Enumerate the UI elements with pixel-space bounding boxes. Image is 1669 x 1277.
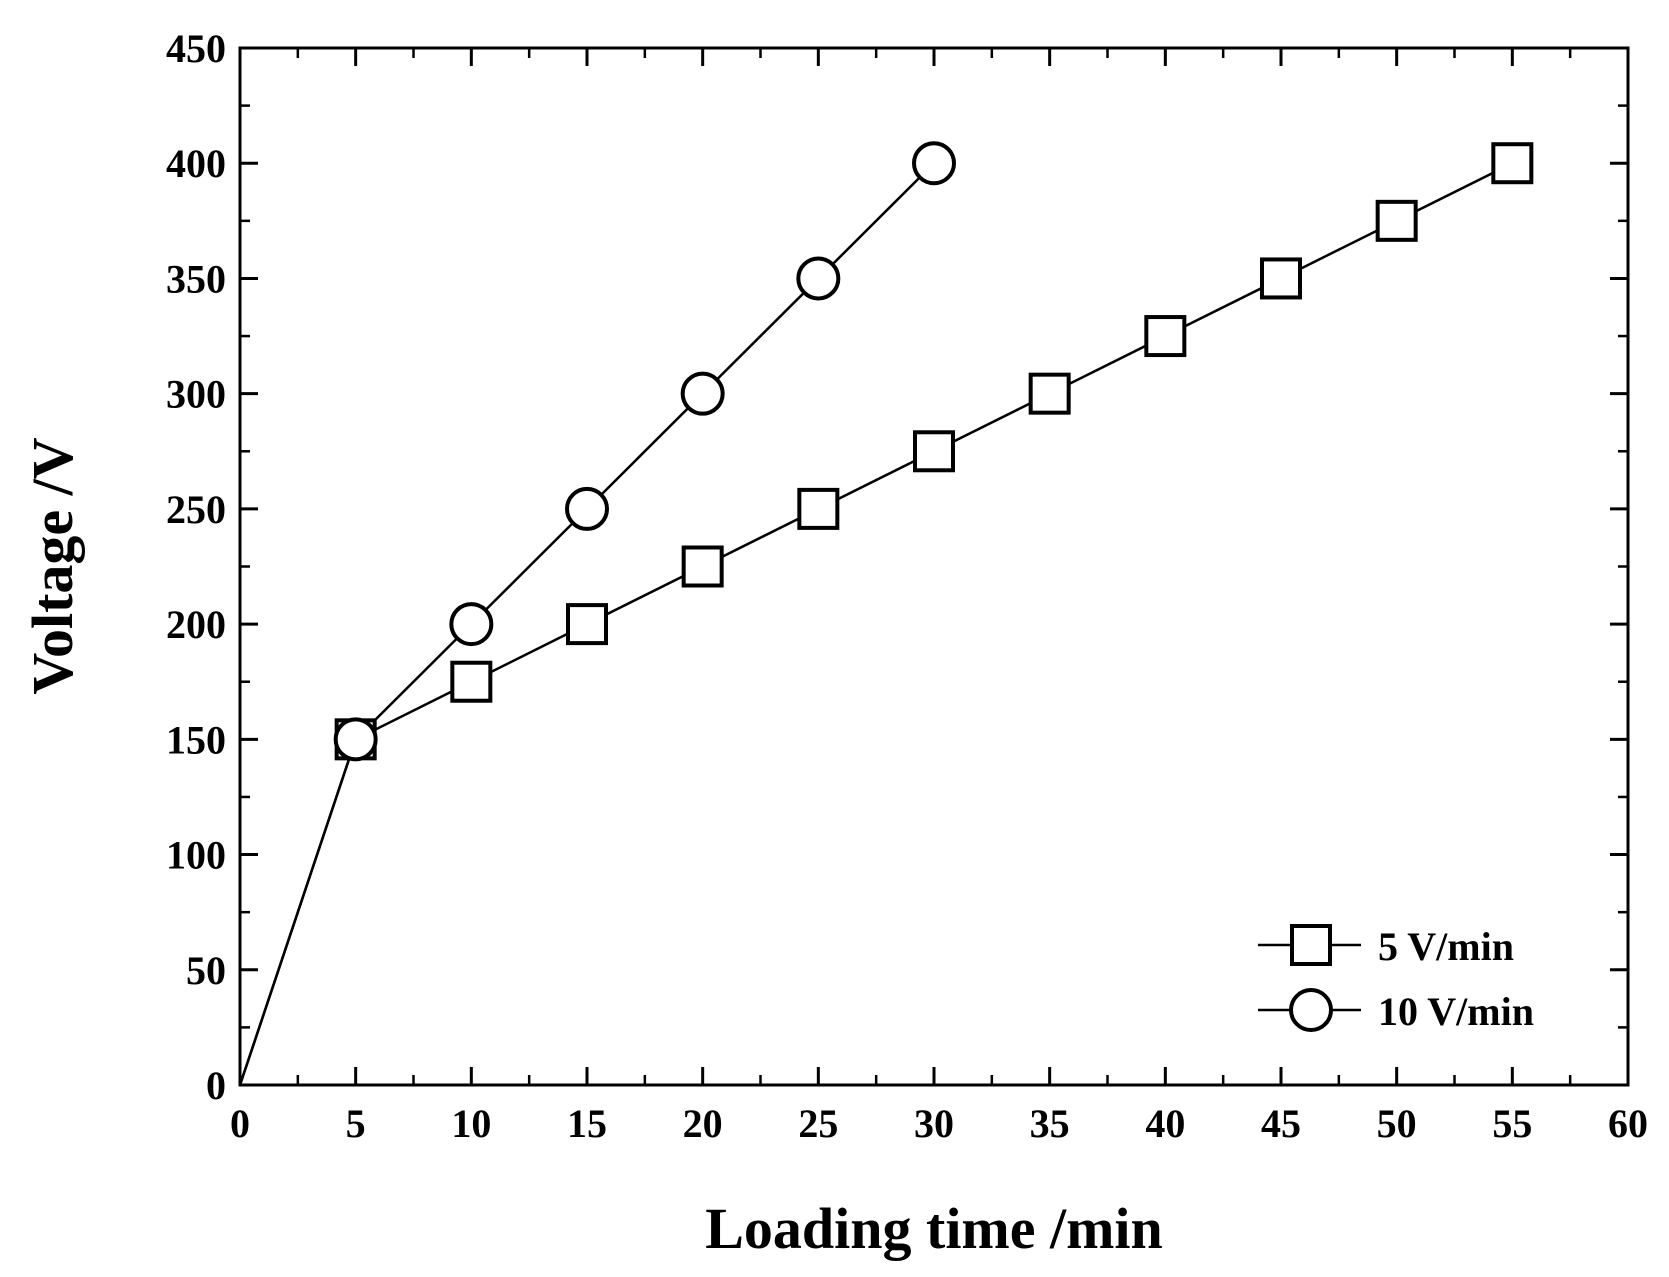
y-axis-ticks: 0 50 100 150 200 250 300 350 400 450	[166, 26, 1628, 1108]
data-point-square	[1375, 199, 1418, 242]
x-tick-label: 15	[567, 1101, 607, 1146]
data-point-square	[450, 660, 493, 703]
legend-marker-circle	[1289, 988, 1333, 1032]
x-tick-label: 20	[683, 1101, 723, 1146]
legend: 5 V/min 10 V/min	[1258, 924, 1534, 1034]
x-tick-label: 10	[451, 1101, 491, 1146]
legend-marker-square	[1290, 924, 1332, 966]
x-tick-label: 55	[1492, 1101, 1532, 1146]
x-axis-title: Loading time /min	[705, 1196, 1163, 1261]
x-tick-label: 45	[1261, 1101, 1301, 1146]
data-point-circle	[680, 371, 725, 416]
data-point-square	[1144, 315, 1187, 358]
y-tick-label: 350	[166, 256, 226, 301]
data-point-circle	[449, 602, 494, 647]
x-tick-label: 5	[346, 1101, 366, 1146]
x-tick-label: 60	[1608, 1101, 1648, 1146]
data-point-circle	[333, 717, 378, 762]
data-point-circle	[912, 141, 956, 186]
x-tick-label: 50	[1377, 1101, 1417, 1146]
x-tick-label: 35	[1030, 1101, 1070, 1146]
y-tick-label: 150	[166, 717, 226, 762]
y-axis-title: Voltage /V	[20, 437, 85, 694]
x-tick-label: 25	[798, 1101, 838, 1146]
data-point-square	[913, 430, 955, 473]
y-tick-label: 100	[166, 833, 226, 878]
x-tick-label: 30	[914, 1101, 954, 1146]
legend-label-5v: 5 V/min	[1378, 924, 1514, 969]
legend-label-10v: 10 V/min	[1378, 989, 1534, 1034]
y-tick-label: 250	[166, 487, 226, 532]
data-point-circle	[565, 486, 609, 531]
x-tick-label: 0	[230, 1101, 250, 1146]
y-tick-label: 50	[186, 948, 226, 993]
y-tick-label: 300	[166, 372, 226, 417]
y-tick-label: 450	[166, 26, 226, 71]
x-tick-label: 40	[1145, 1101, 1185, 1146]
data-point-square	[566, 603, 608, 646]
data-point-square	[1491, 142, 1534, 185]
series-layer	[238, 141, 1534, 1086]
x-axis-ticks: 0 5 10 15 20 25 30 35 40 45 50 55 60	[230, 48, 1648, 1146]
legend-item-5v: 5 V/min	[1258, 924, 1514, 969]
y-tick-label: 200	[166, 602, 226, 647]
data-point-circle	[796, 256, 841, 301]
y-tick-label: 400	[166, 141, 226, 186]
data-point-square	[681, 545, 724, 588]
data-point-square	[1260, 257, 1302, 300]
legend-item-10v: 10 V/min	[1258, 988, 1534, 1034]
y-tick-label: 0	[206, 1063, 226, 1108]
data-point-square	[1028, 372, 1071, 415]
data-point-square	[797, 487, 840, 530]
